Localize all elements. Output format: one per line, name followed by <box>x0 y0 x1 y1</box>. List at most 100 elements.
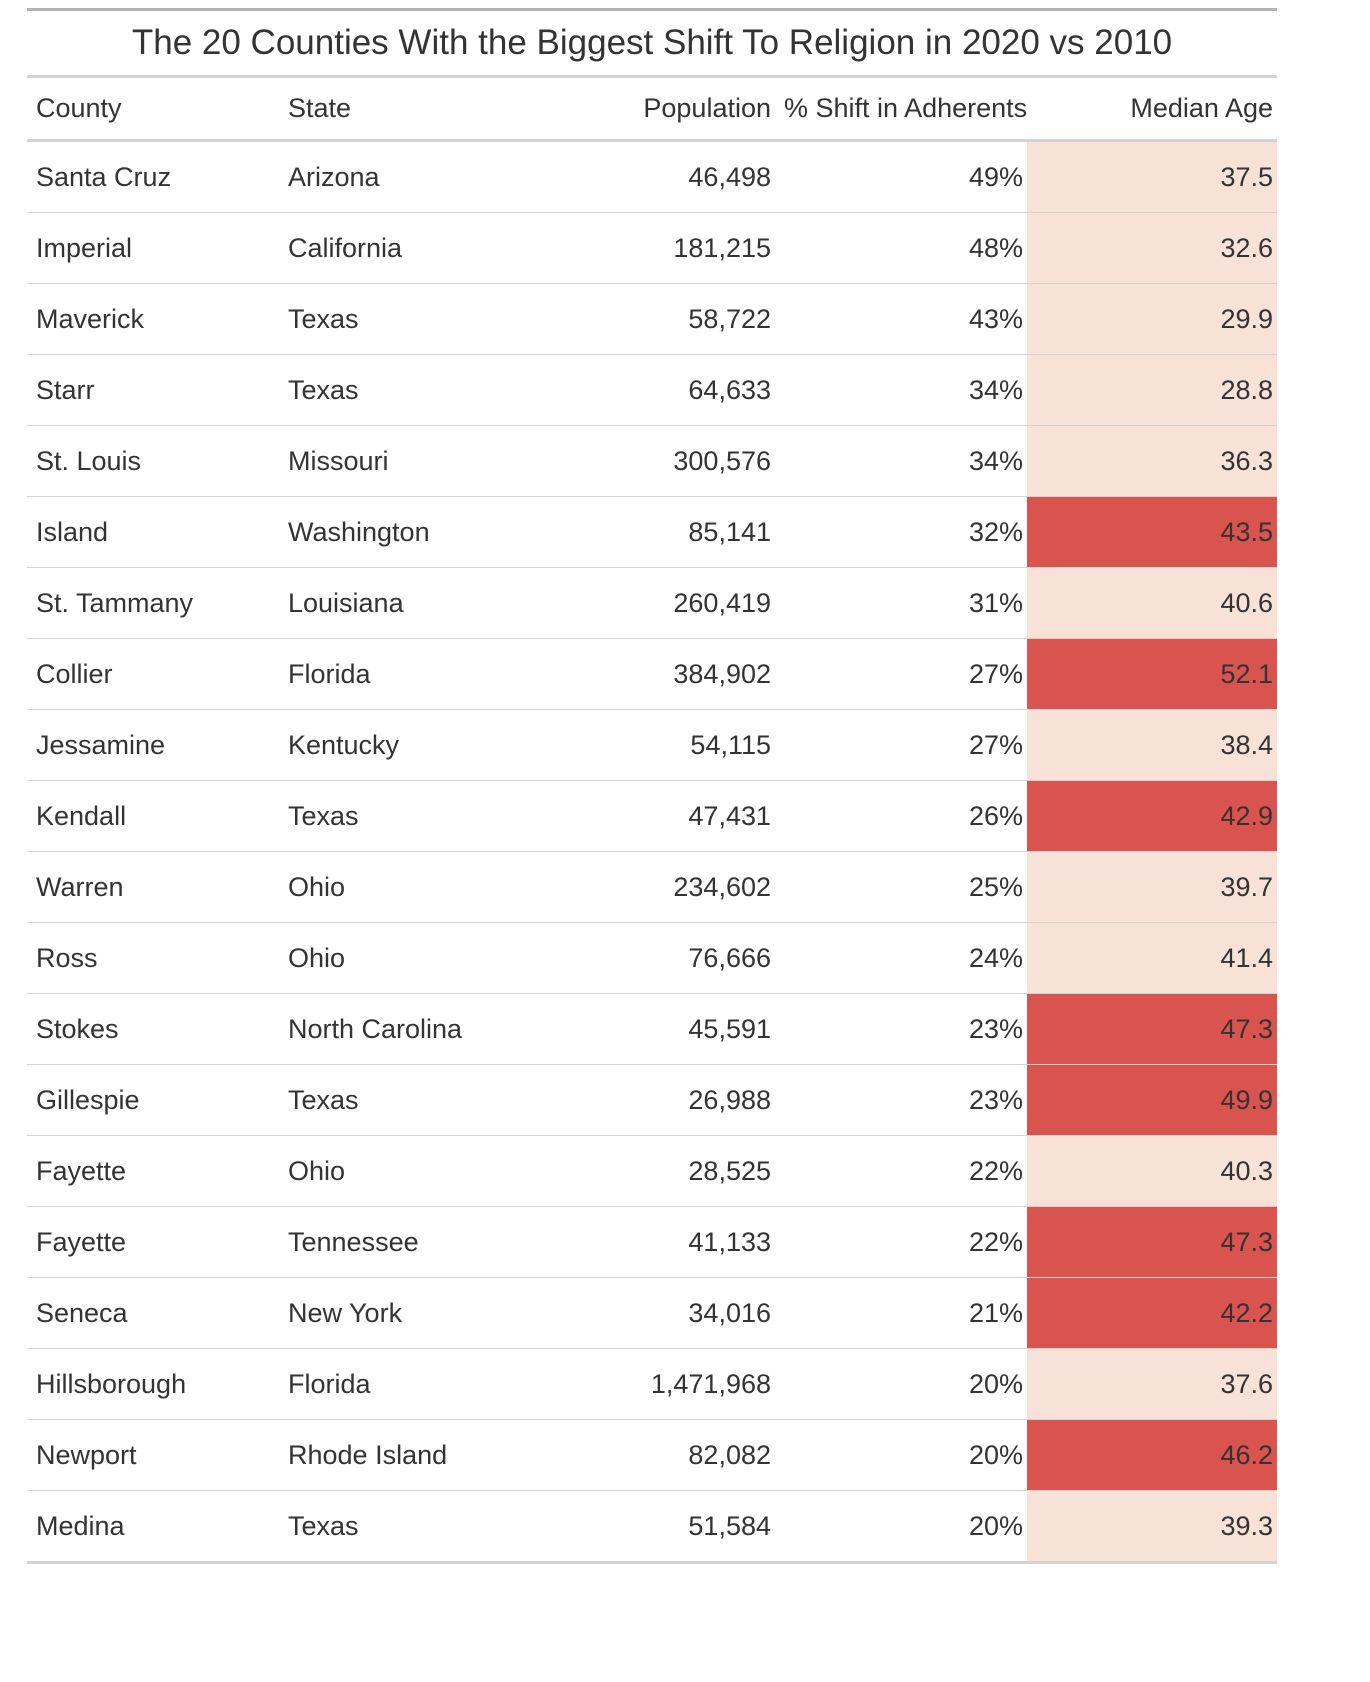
cell-shift: 27% <box>775 638 1027 710</box>
cell-median-age: 37.5 <box>1027 140 1277 213</box>
column-header-population: Population <box>579 78 775 142</box>
top-rule <box>27 8 1277 11</box>
cell-shift: 49% <box>775 140 1027 213</box>
cell-shift: 21% <box>775 1277 1027 1349</box>
cell-county: Collier <box>27 638 279 710</box>
cell-shift: 27% <box>775 709 1027 781</box>
table-row: Santa Cruz Arizona 46,498 49% 37.5 <box>27 140 1277 213</box>
cell-state: Kentucky <box>279 709 579 781</box>
cell-median-age: 52.1 <box>1027 638 1277 710</box>
cell-state: Arizona <box>279 140 579 213</box>
cell-population: 28,525 <box>579 1135 775 1207</box>
cell-county: Fayette <box>27 1206 279 1278</box>
cell-state: Ohio <box>279 851 579 923</box>
cell-median-age: 40.6 <box>1027 567 1277 639</box>
cell-population: 26,988 <box>579 1064 775 1136</box>
table-body: Santa Cruz Arizona 46,498 49% 37.5 Imperial Ca… <box>27 140 1277 1564</box>
cell-shift: 34% <box>775 425 1027 497</box>
cell-median-age: 38.4 <box>1027 709 1277 781</box>
cell-median-age: 32.6 <box>1027 212 1277 284</box>
cell-county: Fayette <box>27 1135 279 1207</box>
cell-state: Tennessee <box>279 1206 579 1278</box>
cell-shift: 43% <box>775 283 1027 355</box>
cell-shift: 25% <box>775 851 1027 923</box>
cell-state: Texas <box>279 283 579 355</box>
cell-shift: 24% <box>775 922 1027 994</box>
cell-state: Texas <box>279 354 579 426</box>
cell-population: 58,722 <box>579 283 775 355</box>
table-row: Ross Ohio 76,666 24% 41.4 <box>27 922 1277 994</box>
cell-state: Ohio <box>279 1135 579 1207</box>
cell-population: 45,591 <box>579 993 775 1065</box>
cell-county: Ross <box>27 922 279 994</box>
cell-county: Santa Cruz <box>27 140 279 213</box>
table-row: Kendall Texas 47,431 26% 42.9 <box>27 780 1277 852</box>
cell-population: 47,431 <box>579 780 775 852</box>
table-row: Jessamine Kentucky 54,115 27% 38.4 <box>27 709 1277 781</box>
table-container: The 20 Counties With the Biggest Shift T… <box>27 8 1277 1564</box>
cell-median-age: 47.3 <box>1027 993 1277 1065</box>
cell-population: 64,633 <box>579 354 775 426</box>
cell-median-age: 42.9 <box>1027 780 1277 852</box>
column-header-county: County <box>27 78 279 142</box>
table-row: St. Tammany Louisiana 260,419 31% 40.6 <box>27 567 1277 639</box>
cell-median-age: 43.5 <box>1027 496 1277 568</box>
table-row: Fayette Tennessee 41,133 22% 47.3 <box>27 1206 1277 1278</box>
cell-shift: 23% <box>775 1064 1027 1136</box>
cell-population: 260,419 <box>579 567 775 639</box>
table-row: Warren Ohio 234,602 25% 39.7 <box>27 851 1277 923</box>
cell-shift: 22% <box>775 1135 1027 1207</box>
table-row: Gillespie Texas 26,988 23% 49.9 <box>27 1064 1277 1136</box>
cell-state: Florida <box>279 638 579 710</box>
cell-shift: 48% <box>775 212 1027 284</box>
cell-median-age: 29.9 <box>1027 283 1277 355</box>
cell-state: Rhode Island <box>279 1419 579 1491</box>
cell-county: St. Louis <box>27 425 279 497</box>
table-row: Newport Rhode Island 82,082 20% 46.2 <box>27 1419 1277 1491</box>
cell-county: Medina <box>27 1490 279 1564</box>
cell-population: 300,576 <box>579 425 775 497</box>
cell-population: 41,133 <box>579 1206 775 1278</box>
cell-population: 1,471,968 <box>579 1348 775 1420</box>
cell-population: 181,215 <box>579 212 775 284</box>
cell-median-age: 42.2 <box>1027 1277 1277 1349</box>
data-table: County State Population % Shift in Adher… <box>27 78 1277 1564</box>
table-row: Imperial California 181,215 48% 32.6 <box>27 212 1277 284</box>
table-row: Starr Texas 64,633 34% 28.8 <box>27 354 1277 426</box>
cell-median-age: 46.2 <box>1027 1419 1277 1491</box>
cell-population: 76,666 <box>579 922 775 994</box>
header-rule <box>27 75 1277 78</box>
cell-shift: 32% <box>775 496 1027 568</box>
cell-population: 54,115 <box>579 709 775 781</box>
table-row: Island Washington 85,141 32% 43.5 <box>27 496 1277 568</box>
cell-state: Texas <box>279 780 579 852</box>
cell-shift: 20% <box>775 1419 1027 1491</box>
table-row: Collier Florida 384,902 27% 52.1 <box>27 638 1277 710</box>
cell-population: 234,602 <box>579 851 775 923</box>
column-header-state: State <box>279 78 579 142</box>
cell-state: New York <box>279 1277 579 1349</box>
cell-median-age: 40.3 <box>1027 1135 1277 1207</box>
cell-county: Jessamine <box>27 709 279 781</box>
cell-county: Imperial <box>27 212 279 284</box>
cell-county: Stokes <box>27 993 279 1065</box>
table-row: Seneca New York 34,016 21% 42.2 <box>27 1277 1277 1349</box>
table-row: Stokes North Carolina 45,591 23% 47.3 <box>27 993 1277 1065</box>
cell-county: Kendall <box>27 780 279 852</box>
cell-median-age: 37.6 <box>1027 1348 1277 1420</box>
cell-county: Newport <box>27 1419 279 1491</box>
column-header-median-age: Median Age <box>1027 78 1277 142</box>
cell-median-age: 28.8 <box>1027 354 1277 426</box>
cell-state: Florida <box>279 1348 579 1420</box>
table-row: Fayette Ohio 28,525 22% 40.3 <box>27 1135 1277 1207</box>
cell-shift: 22% <box>775 1206 1027 1278</box>
cell-state: Missouri <box>279 425 579 497</box>
cell-median-age: 49.9 <box>1027 1064 1277 1136</box>
cell-population: 82,082 <box>579 1419 775 1491</box>
table-title: The 20 Counties With the Biggest Shift T… <box>131 23 1173 62</box>
cell-population: 384,902 <box>579 638 775 710</box>
cell-shift: 23% <box>775 993 1027 1065</box>
cell-county: Seneca <box>27 1277 279 1349</box>
cell-median-age: 39.7 <box>1027 851 1277 923</box>
cell-state: Louisiana <box>279 567 579 639</box>
